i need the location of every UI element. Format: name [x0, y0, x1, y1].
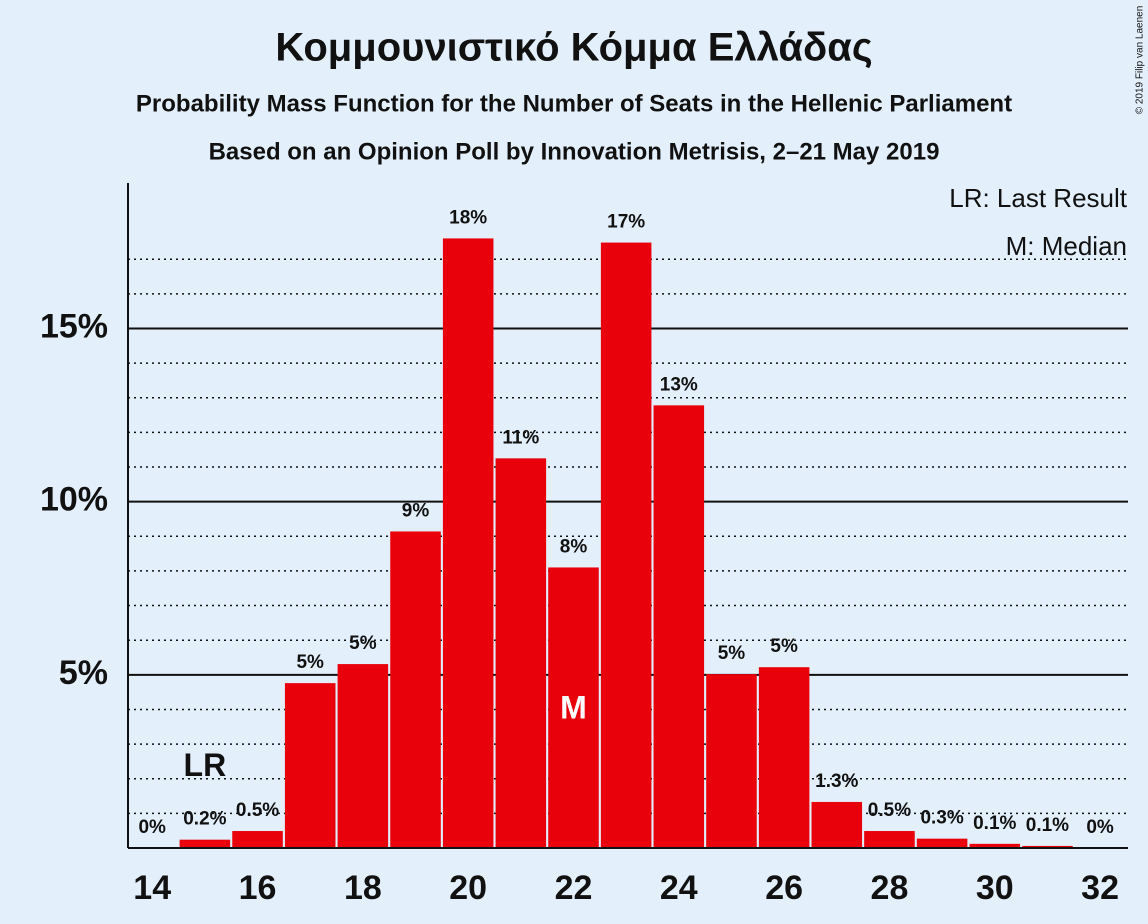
value-label: 17% [607, 212, 645, 233]
bar [442, 238, 494, 848]
value-label: 18% [449, 207, 487, 228]
value-label: 9% [402, 500, 430, 521]
value-label: 5% [349, 633, 377, 654]
y-tick-label: 5% [59, 654, 108, 692]
value-label: 11% [502, 427, 539, 448]
value-label: 0% [138, 817, 166, 838]
bar [337, 664, 389, 848]
bar [284, 683, 336, 848]
x-tick-label: 30 [976, 869, 1014, 907]
x-tick-label: 32 [1081, 869, 1119, 907]
value-label: 13% [660, 374, 698, 395]
annotation: LR [184, 747, 227, 783]
x-tick-label: 28 [871, 869, 909, 907]
chart-title: Κομμουνιστικό Κόμμα Ελλάδας [275, 26, 872, 70]
x-tick-label: 14 [133, 869, 171, 907]
value-label: 0.1% [1026, 815, 1069, 836]
x-tick-label: 24 [660, 869, 698, 907]
value-label: 0.3% [920, 808, 963, 829]
value-label: 0.2% [183, 809, 226, 830]
subtitle: Based on an Opinion Poll by Innovation M… [209, 138, 940, 165]
bar [390, 531, 441, 848]
x-tick-label: 16 [239, 869, 277, 907]
bar [916, 838, 968, 848]
bar [179, 839, 231, 848]
copyright: © 2019 Filip van Laenen [1135, 6, 1146, 115]
bar [495, 458, 547, 848]
value-label: 8% [560, 536, 588, 557]
bar [232, 831, 283, 848]
value-label: 0% [1086, 817, 1114, 838]
x-tick-label: 18 [344, 869, 382, 907]
x-tick-label: 22 [555, 869, 593, 907]
bar [548, 567, 599, 848]
bar [1022, 845, 1073, 848]
x-tick-label: 20 [449, 869, 487, 907]
value-label: 1.3% [815, 771, 858, 792]
annotation: M [560, 689, 587, 725]
value-label: 5% [296, 652, 324, 673]
value-label: 5% [718, 643, 746, 664]
value-label: 0.5% [236, 800, 279, 821]
x-tick-label: 26 [765, 869, 803, 907]
bar [811, 801, 863, 848]
subtitle: Probability Mass Function for the Number… [136, 90, 1012, 117]
value-label: 5% [770, 636, 798, 657]
bar [706, 674, 757, 848]
bar [758, 667, 810, 848]
legend-entry: M: Median [1006, 231, 1127, 261]
bar [864, 831, 915, 848]
y-tick-label: 15% [40, 307, 108, 345]
bar [969, 843, 1021, 848]
legend-entry: LR: Last Result [949, 183, 1128, 213]
bar [600, 242, 652, 848]
value-label: 0.1% [973, 813, 1016, 834]
y-tick-label: 10% [40, 481, 108, 519]
value-label: 0.5% [868, 800, 911, 821]
bar [653, 405, 705, 848]
